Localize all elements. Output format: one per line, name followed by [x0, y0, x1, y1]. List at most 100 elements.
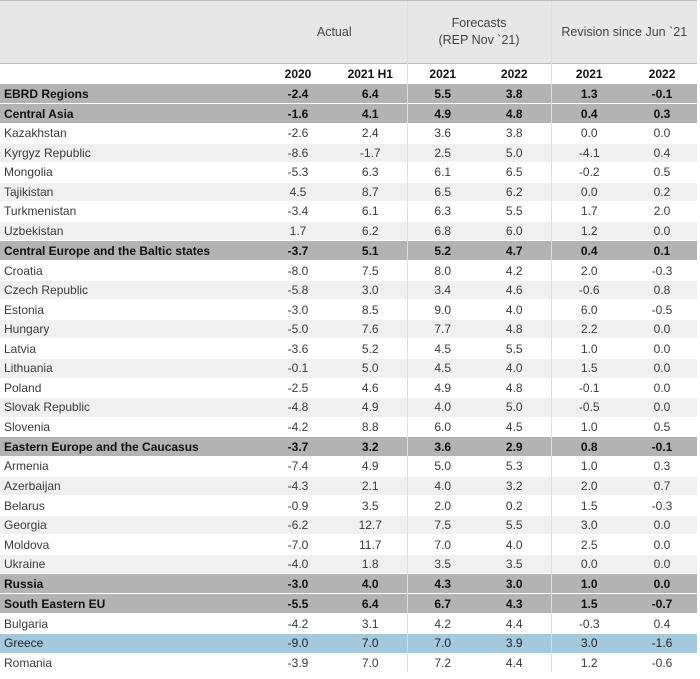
value-cell: 4.9 [406, 103, 478, 124]
value-cell: 4.9 [334, 456, 407, 477]
value-cell: 2.0 [627, 201, 698, 222]
row-label: Romania [0, 652, 262, 673]
row-label: Kazakhstan [0, 123, 262, 144]
value-cell: 0.0 [550, 553, 628, 574]
value-cell: 6.5 [406, 181, 478, 202]
row-label: Central Asia [0, 103, 262, 124]
value-cell: -3.6 [262, 338, 334, 359]
region-group-row: EBRD Regions -2.4 6.4 5.5 3.8 1.3 -0.1 [0, 83, 698, 104]
row-label: Eastern Europe and the Caucasus [0, 436, 262, 457]
country-row: Kazakhstan -2.6 2.4 3.6 3.8 0.0 0.0 [0, 123, 698, 144]
value-cell: 6.0 [550, 299, 628, 320]
value-cell: 0.0 [627, 534, 698, 555]
value-cell: 3.9 [478, 633, 552, 654]
value-cell: 2.0 [550, 260, 628, 281]
header-row: Actual Forecasts (REP Nov `21) Revision … [0, 0, 698, 64]
value-cell: 4.4 [478, 652, 552, 673]
value-cell: 0.7 [627, 475, 698, 496]
value-cell: 3.0 [334, 279, 407, 300]
row-label: Azerbaijan [0, 475, 262, 496]
country-row: Armenia -7.4 4.9 5.0 5.3 1.0 0.3 [0, 456, 698, 477]
value-cell: 6.5 [478, 162, 552, 183]
highlighted-country-row: Greece -9.0 7.0 7.0 3.9 3.0 -1.6 [0, 633, 698, 654]
value-cell: 5.0 [334, 358, 407, 379]
country-row: Estonia -3.0 8.5 9.0 4.0 6.0 -0.5 [0, 299, 698, 320]
country-row: Lithuania -0.1 5.0 4.5 4.0 1.5 0.0 [0, 358, 698, 379]
value-cell: -4.3 [262, 475, 334, 496]
value-cell: 8.0 [406, 260, 478, 281]
value-cell: 0.5 [627, 162, 698, 183]
value-cell: -0.5 [550, 397, 628, 418]
row-label: Belarus [0, 495, 262, 516]
row-label: Hungary [0, 318, 262, 339]
value-cell: 5.5 [478, 201, 552, 222]
value-cell: 0.4 [550, 240, 628, 261]
value-cell: -0.5 [627, 299, 698, 320]
value-cell: 0.0 [627, 397, 698, 418]
value-cell: 7.5 [334, 260, 407, 281]
value-cell: 3.8 [478, 83, 552, 104]
value-cell: 2.2 [550, 318, 628, 339]
region-group-row: Russia -3.0 4.0 4.3 3.0 1.0 0.0 [0, 573, 698, 594]
value-cell: -0.1 [550, 377, 628, 398]
value-cell: 1.2 [550, 220, 628, 241]
value-cell: 1.0 [550, 456, 628, 477]
value-cell: -3.0 [262, 299, 334, 320]
value-cell: 6.4 [334, 83, 407, 104]
row-label: Slovenia [0, 416, 262, 437]
value-cell: 0.4 [627, 613, 698, 634]
value-cell: 4.6 [478, 279, 552, 300]
country-row: Belarus -0.9 3.5 2.0 0.2 1.5 -0.3 [0, 495, 698, 516]
header-blank-cell [0, 0, 262, 64]
value-cell: 6.1 [406, 162, 478, 183]
value-cell: 5.0 [478, 142, 552, 163]
value-cell: 5.5 [478, 514, 552, 535]
value-cell: 7.0 [334, 652, 407, 673]
row-label: Bulgaria [0, 613, 262, 634]
value-cell: 8.8 [334, 416, 407, 437]
country-row: Slovenia -4.2 8.8 6.0 4.5 1.0 0.5 [0, 416, 698, 437]
value-cell: -8.6 [262, 142, 334, 163]
value-cell: 0.0 [627, 514, 698, 535]
country-row: Mongolia -5.3 6.3 6.1 6.5 -0.2 0.5 [0, 162, 698, 183]
year-blank-cell [0, 63, 262, 84]
region-group-row: South Eastern EU -5.5 6.4 6.7 4.3 1.5 -0.7 [0, 593, 698, 614]
value-cell: 4.9 [334, 397, 407, 418]
value-cell: -0.6 [550, 279, 628, 300]
header-forecasts-title: Forecasts [451, 16, 507, 30]
row-label: Tajikistan [0, 181, 262, 202]
value-cell: 6.7 [406, 593, 478, 614]
value-cell: 4.5 [406, 338, 478, 359]
value-cell: 1.5 [550, 593, 628, 614]
value-cell: 1.7 [550, 201, 628, 222]
value-cell: -4.2 [262, 613, 334, 634]
value-cell: -0.6 [627, 652, 698, 673]
value-cell: 0.0 [627, 220, 698, 241]
row-label: Russia [0, 573, 262, 594]
value-cell: 0.4 [627, 142, 698, 163]
region-group-row: Central Europe and the Baltic states -3.7… [0, 240, 698, 261]
row-label: Turkmenistan [0, 201, 262, 222]
header-actual: Actual [262, 0, 407, 64]
value-cell: -2.6 [262, 123, 334, 144]
value-cell: 7.5 [406, 514, 478, 535]
country-row: Turkmenistan -3.4 6.1 6.3 5.5 1.7 2.0 [0, 201, 698, 222]
value-cell: 3.5 [406, 553, 478, 574]
country-row: Tajikistan 4.5 8.7 6.5 6.2 0.0 0.2 [0, 181, 698, 202]
row-label: Moldova [0, 534, 262, 555]
value-cell: 6.0 [478, 220, 552, 241]
region-group-row: Eastern Europe and the Caucasus -3.7 3.2 3.… [0, 436, 698, 457]
value-cell: 1.5 [550, 495, 628, 516]
value-cell: 0.3 [627, 103, 698, 124]
value-cell: 4.0 [478, 358, 552, 379]
value-cell: 4.2 [478, 260, 552, 281]
value-cell: 4.0 [478, 534, 552, 555]
value-cell: 4.3 [478, 593, 552, 614]
value-cell: 7.0 [334, 633, 407, 654]
value-cell: 6.3 [334, 162, 407, 183]
value-cell: -1.7 [334, 142, 407, 163]
value-cell: -7.4 [262, 456, 334, 477]
value-cell: 6.4 [334, 593, 407, 614]
value-cell: 1.0 [550, 416, 628, 437]
value-cell: 3.5 [334, 495, 407, 516]
